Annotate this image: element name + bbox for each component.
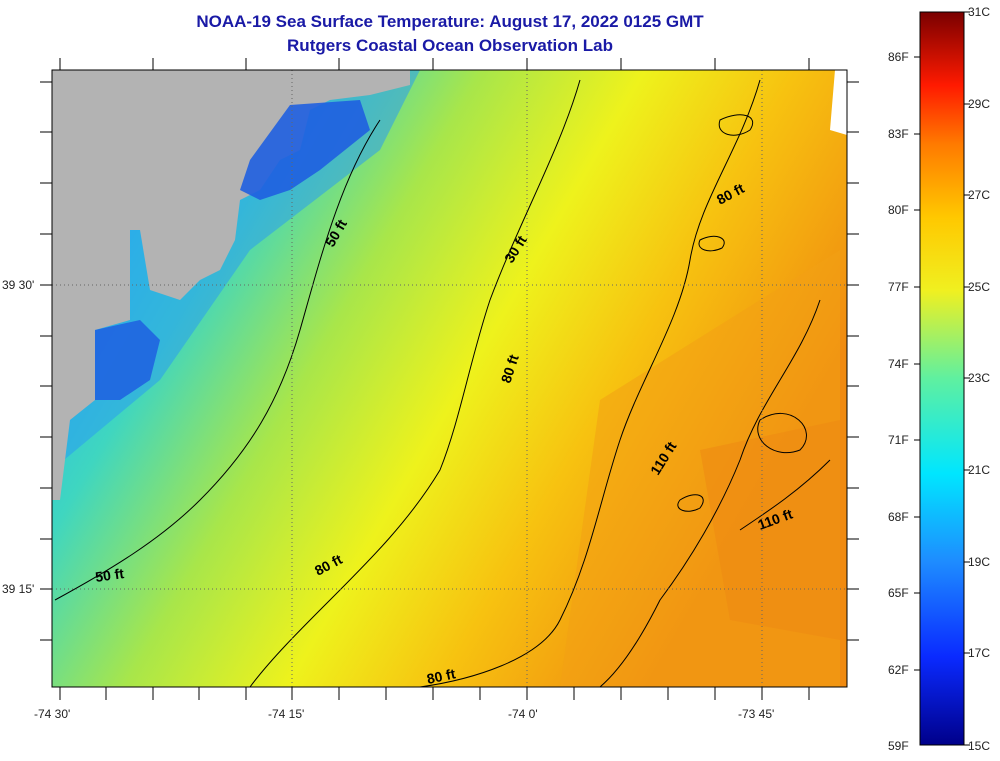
colorbar-c-19: 19C: [968, 555, 990, 569]
lon-label-74-0: -74 0': [508, 707, 538, 721]
lon-label-74-30: -74 30': [34, 707, 70, 721]
colorbar-c-23: 23C: [968, 371, 990, 385]
colorbar-c-17: 17C: [968, 646, 990, 660]
lat-label-39-15: 39 15': [2, 582, 34, 596]
contour-label-80ft-bottom: 80 ft: [425, 665, 457, 687]
lon-label-74-15: -74 15': [268, 707, 304, 721]
contour-label-50ft-south: 50 ft: [94, 565, 125, 585]
colorbar-c-31: 31C: [968, 5, 990, 19]
colorbar-c-21: 21C: [968, 463, 990, 477]
bathymetry-contours: [54, 79, 831, 688]
colorbar-f-68: 68F: [888, 510, 909, 524]
cold-inlet-patch: [95, 320, 160, 400]
map-frame: [51, 69, 848, 688]
no-data-area: [830, 70, 847, 135]
colorbar-c-27: 27C: [968, 188, 990, 202]
colorbar-f-65: 65F: [888, 586, 909, 600]
land-mass: [52, 70, 410, 500]
warmest-water-region: [700, 420, 840, 640]
map-title: NOAA-19 Sea Surface Temperature: August …: [196, 12, 704, 31]
colorbar-f-80: 80F: [888, 203, 909, 217]
colorbar-f-71: 71F: [888, 433, 909, 447]
colorbar-f-86: 86F: [888, 50, 909, 64]
map-subtitle: Rutgers Coastal Ocean Observation Lab: [287, 36, 613, 55]
colorbar-c-29: 29C: [968, 97, 990, 111]
colorbar-f-62: 62F: [888, 663, 909, 677]
lon-label-73-45: -73 45': [738, 707, 774, 721]
axis-ticks: [40, 58, 859, 700]
colorbar-c-15: 15C: [968, 739, 990, 753]
lat-lon-grid: [52, 70, 847, 687]
temperature-colorbar: [919, 11, 965, 746]
colorbar-ticks: [914, 11, 970, 746]
colorbar-c-25: 25C: [968, 280, 990, 294]
lat-label-39-30: 39 30': [2, 278, 34, 292]
colorbar-f-59: 59F: [888, 739, 909, 753]
cold-coastal-patch: [240, 100, 370, 200]
colorbar-f-74: 74F: [888, 357, 909, 371]
colorbar-f-83: 83F: [888, 127, 909, 141]
colorbar-f-77: 77F: [888, 280, 909, 294]
